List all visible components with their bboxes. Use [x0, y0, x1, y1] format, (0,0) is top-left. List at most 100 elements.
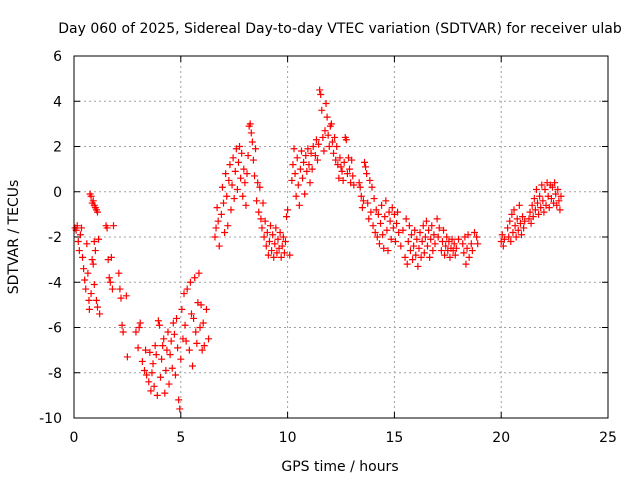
- data-point: [506, 217, 514, 225]
- data-point: [401, 253, 409, 261]
- data-point: [512, 233, 520, 241]
- data-point: [214, 217, 222, 225]
- data-point: [378, 201, 386, 209]
- data-point: [87, 290, 95, 298]
- data-point: [234, 158, 242, 166]
- data-point: [190, 314, 198, 322]
- data-point: [132, 328, 140, 336]
- data-point: [454, 235, 462, 243]
- data-point: [118, 321, 126, 329]
- data-point: [178, 305, 186, 313]
- data-point: [180, 290, 188, 298]
- data-point: [359, 197, 367, 205]
- data-point: [205, 335, 213, 343]
- data-point: [541, 185, 549, 193]
- y-axis-label: SDTVAR / TECUs: [6, 180, 22, 295]
- data-point: [93, 303, 101, 311]
- data-point: [372, 206, 380, 214]
- data-point: [241, 179, 249, 187]
- data-point: [290, 145, 298, 153]
- data-point: [73, 222, 81, 230]
- data-point: [263, 228, 271, 236]
- data-point: [145, 378, 153, 386]
- data-point: [430, 231, 438, 239]
- data-point: [452, 244, 460, 252]
- data-point: [228, 181, 236, 189]
- data-point: [434, 233, 442, 241]
- data-point: [314, 156, 322, 164]
- data-point: [397, 242, 405, 250]
- data-point: [170, 330, 178, 338]
- data-point: [272, 224, 280, 232]
- data-point: [409, 256, 417, 264]
- data-point: [239, 192, 247, 200]
- data-point: [304, 145, 312, 153]
- data-point: [451, 251, 459, 259]
- data-point: [367, 208, 375, 216]
- data-point: [318, 106, 326, 114]
- data-point: [169, 319, 177, 327]
- data-point: [165, 380, 173, 388]
- data-point: [413, 235, 421, 243]
- data-point: [146, 348, 154, 356]
- data-point: [159, 342, 167, 350]
- data-point: [531, 206, 539, 214]
- data-point: [368, 183, 376, 191]
- data-point: [366, 176, 374, 184]
- data-point: [142, 346, 150, 354]
- data-point: [422, 217, 430, 225]
- x-tick-labels: 0 5 10 15 20 25: [70, 430, 617, 446]
- data-point: [136, 319, 144, 327]
- data-point: [521, 217, 529, 225]
- data-point: [175, 396, 183, 404]
- data-point: [183, 285, 191, 293]
- data-point: [252, 145, 260, 153]
- data-point: [427, 235, 435, 243]
- data-point: [138, 357, 146, 365]
- data-point: [291, 170, 299, 178]
- data-point: [93, 208, 101, 216]
- data-point: [460, 249, 468, 257]
- data-point: [471, 228, 478, 236]
- data-point: [257, 215, 265, 223]
- data-point: [164, 328, 172, 336]
- data-point: [279, 233, 287, 241]
- data-point: [395, 228, 403, 236]
- data-point: [365, 215, 373, 223]
- data-point: [299, 174, 307, 182]
- data-point: [527, 219, 535, 227]
- data-point: [107, 253, 115, 261]
- data-point: [85, 296, 93, 304]
- y-tick-label: 2: [53, 140, 62, 156]
- data-point: [212, 224, 220, 232]
- data-point: [473, 233, 481, 241]
- data-point: [379, 231, 387, 239]
- data-point: [74, 238, 82, 246]
- data-point: [535, 210, 543, 218]
- data-point: [383, 226, 391, 234]
- y-tick-label: -2: [48, 230, 62, 246]
- data-point: [89, 197, 97, 205]
- data-point: [163, 346, 171, 354]
- data-point: [357, 192, 365, 200]
- data-point: [300, 158, 308, 166]
- data-point: [513, 215, 521, 223]
- data-point: [231, 167, 239, 175]
- data-point: [384, 247, 392, 255]
- data-point: [321, 127, 329, 135]
- data-point: [545, 204, 553, 212]
- data-point: [229, 154, 237, 162]
- data-point: [442, 242, 450, 250]
- data-point: [386, 217, 394, 225]
- data-point: [440, 226, 448, 234]
- data-point: [167, 337, 175, 345]
- data-point: [222, 170, 230, 178]
- data-point: [498, 231, 506, 239]
- x-tick-label: 5: [176, 430, 185, 446]
- data-point: [195, 269, 203, 277]
- data-point: [79, 253, 87, 261]
- data-point: [283, 213, 291, 221]
- data-point: [182, 337, 190, 345]
- data-point: [106, 278, 114, 286]
- data-point: [511, 222, 519, 230]
